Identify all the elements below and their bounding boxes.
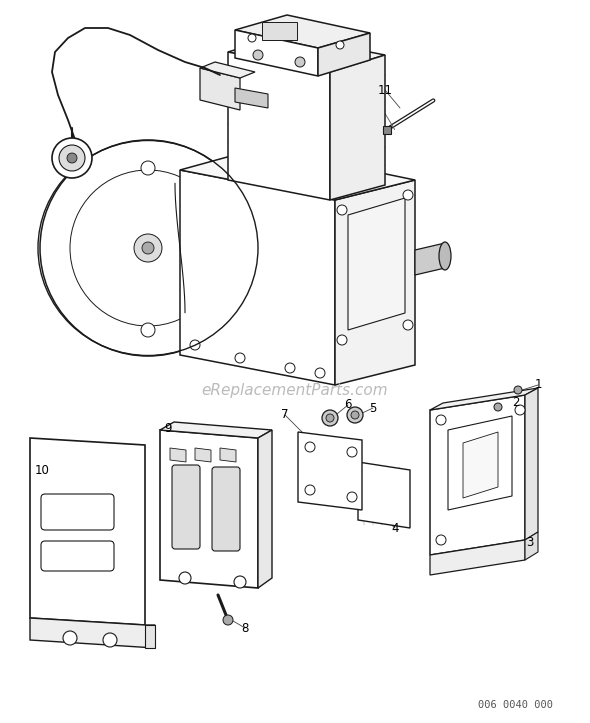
Circle shape — [285, 363, 295, 373]
Circle shape — [305, 485, 315, 495]
Polygon shape — [430, 395, 525, 555]
Circle shape — [347, 447, 357, 457]
Polygon shape — [258, 430, 272, 588]
Circle shape — [403, 190, 413, 200]
Text: 9: 9 — [164, 422, 172, 435]
Polygon shape — [228, 35, 385, 72]
Circle shape — [347, 407, 363, 423]
Text: 006 0040 000: 006 0040 000 — [477, 700, 552, 710]
Polygon shape — [160, 422, 272, 438]
Circle shape — [403, 320, 413, 330]
Bar — [262, 22, 297, 40]
Circle shape — [337, 335, 347, 345]
Text: eReplacementParts.com: eReplacementParts.com — [202, 382, 388, 398]
Circle shape — [436, 535, 446, 545]
Polygon shape — [30, 438, 145, 625]
Circle shape — [436, 415, 446, 425]
Text: 10: 10 — [35, 463, 50, 476]
Circle shape — [190, 340, 200, 350]
FancyBboxPatch shape — [212, 467, 240, 551]
Circle shape — [223, 615, 233, 625]
Text: 4: 4 — [391, 521, 399, 534]
Polygon shape — [430, 540, 525, 575]
Circle shape — [134, 234, 162, 262]
Circle shape — [253, 50, 263, 60]
Circle shape — [351, 411, 359, 419]
Text: 11: 11 — [378, 83, 392, 96]
Text: 3: 3 — [526, 536, 534, 549]
Circle shape — [59, 145, 85, 171]
Circle shape — [305, 442, 315, 452]
Polygon shape — [200, 62, 255, 78]
FancyBboxPatch shape — [41, 494, 114, 530]
Polygon shape — [525, 532, 538, 560]
Polygon shape — [330, 55, 385, 200]
FancyBboxPatch shape — [172, 465, 200, 549]
FancyBboxPatch shape — [41, 541, 114, 571]
Polygon shape — [30, 618, 155, 648]
Polygon shape — [235, 15, 370, 48]
Circle shape — [141, 323, 155, 337]
Polygon shape — [228, 52, 330, 200]
Circle shape — [494, 403, 502, 411]
Text: 6: 6 — [344, 398, 352, 411]
Polygon shape — [170, 448, 186, 462]
Circle shape — [515, 405, 525, 415]
Ellipse shape — [439, 242, 451, 270]
Circle shape — [142, 242, 154, 254]
Text: 2: 2 — [512, 396, 520, 409]
Circle shape — [179, 572, 191, 584]
Polygon shape — [358, 462, 410, 528]
Circle shape — [337, 205, 347, 215]
Polygon shape — [383, 126, 391, 134]
Circle shape — [322, 410, 338, 426]
Circle shape — [103, 633, 117, 647]
Polygon shape — [430, 388, 538, 410]
Text: 1: 1 — [535, 379, 542, 391]
Polygon shape — [415, 243, 445, 275]
Circle shape — [67, 153, 77, 163]
Polygon shape — [348, 198, 405, 330]
Polygon shape — [298, 432, 362, 510]
Circle shape — [141, 161, 155, 175]
Circle shape — [234, 576, 246, 588]
Circle shape — [295, 57, 305, 67]
Polygon shape — [180, 148, 415, 200]
Circle shape — [514, 386, 522, 394]
Polygon shape — [235, 88, 268, 108]
Circle shape — [52, 138, 92, 178]
Polygon shape — [180, 170, 335, 385]
Text: 5: 5 — [369, 401, 376, 414]
Polygon shape — [195, 448, 211, 462]
Text: 8: 8 — [241, 622, 249, 635]
Circle shape — [248, 34, 256, 42]
Circle shape — [326, 414, 334, 422]
Circle shape — [40, 140, 256, 356]
Polygon shape — [525, 388, 538, 540]
Circle shape — [235, 353, 245, 363]
Circle shape — [63, 631, 77, 645]
Circle shape — [347, 492, 357, 502]
Polygon shape — [145, 625, 155, 648]
Polygon shape — [318, 33, 370, 76]
Text: 7: 7 — [281, 408, 289, 422]
Polygon shape — [463, 432, 498, 498]
Circle shape — [315, 368, 325, 378]
Circle shape — [70, 170, 226, 326]
Polygon shape — [160, 430, 258, 588]
Polygon shape — [448, 416, 512, 510]
Polygon shape — [200, 68, 240, 110]
Polygon shape — [220, 448, 236, 462]
Circle shape — [336, 41, 344, 49]
Polygon shape — [235, 30, 318, 76]
Polygon shape — [335, 180, 415, 385]
